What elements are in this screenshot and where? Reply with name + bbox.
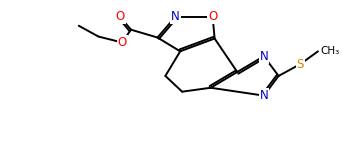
- Text: O: O: [116, 10, 125, 23]
- Text: CH₃: CH₃: [320, 46, 339, 56]
- Text: N: N: [260, 89, 268, 102]
- Text: O: O: [117, 36, 127, 49]
- Text: S: S: [297, 58, 304, 71]
- Text: N: N: [260, 50, 268, 63]
- Text: O: O: [208, 10, 217, 23]
- Text: N: N: [171, 10, 180, 23]
